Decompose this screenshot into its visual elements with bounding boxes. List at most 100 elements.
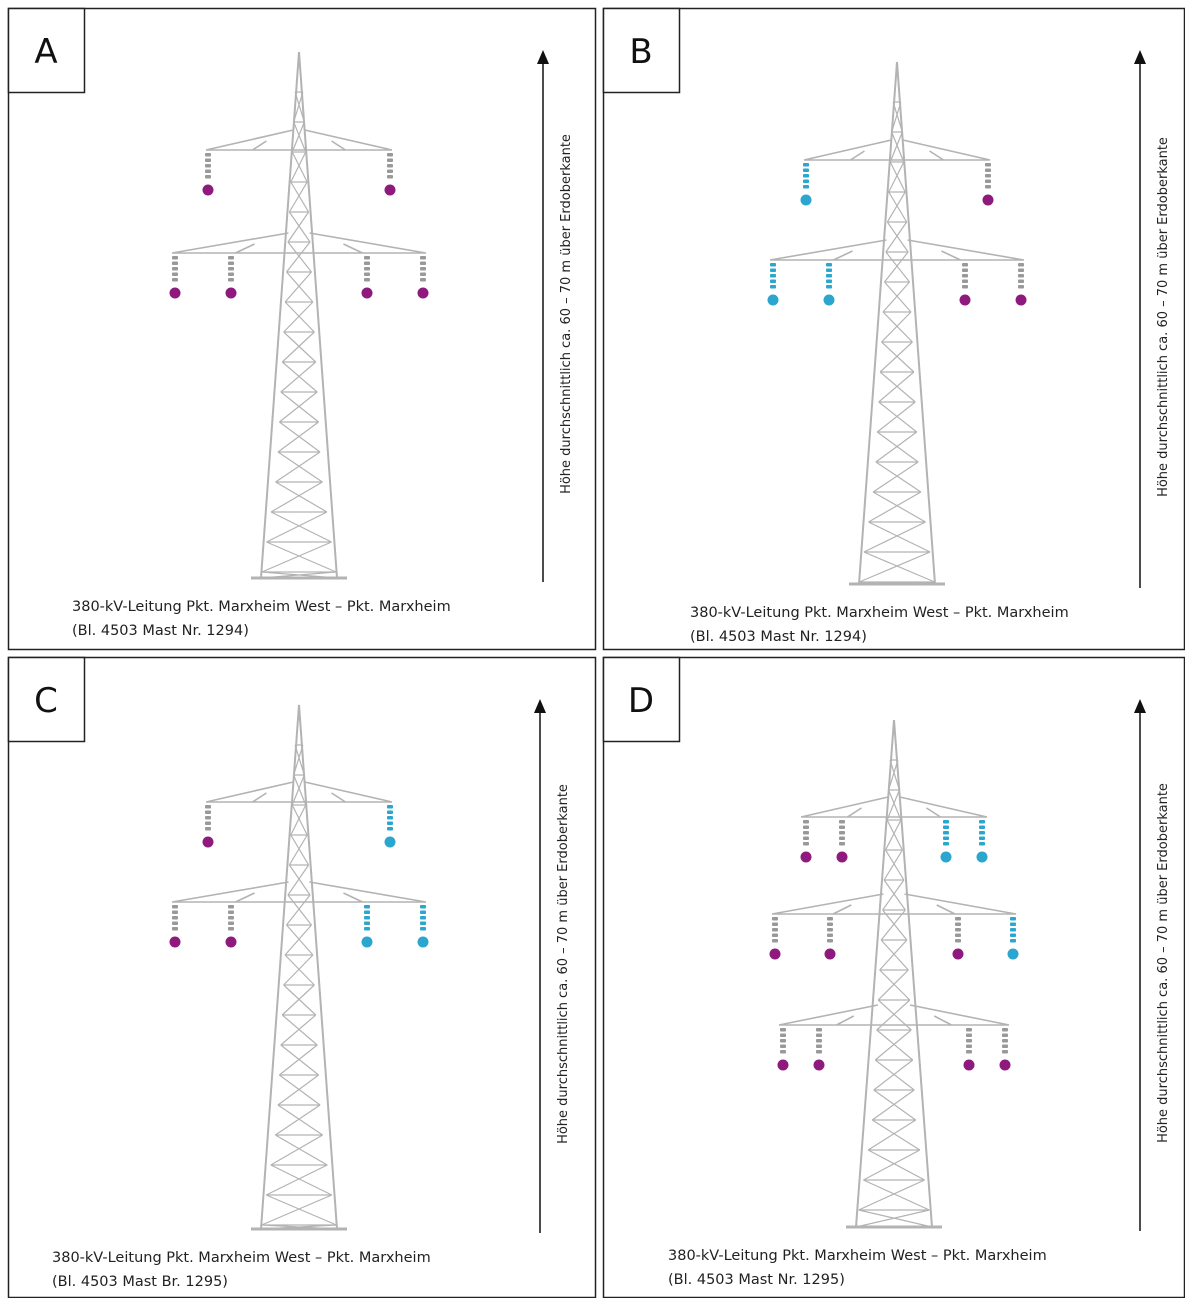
insulator bbox=[1010, 939, 1016, 943]
caption: (Bl. 4503 Mast Nr. 1294) bbox=[690, 629, 867, 645]
insulator bbox=[943, 825, 949, 829]
insulator bbox=[364, 256, 370, 260]
pylon bbox=[769, 61, 1025, 586]
insulator bbox=[172, 916, 178, 920]
pylon-brace bbox=[878, 371, 916, 403]
insulator bbox=[803, 820, 809, 824]
insulator bbox=[387, 153, 393, 157]
pylon-brace bbox=[290, 804, 308, 836]
insulator bbox=[985, 174, 991, 178]
panel: B Höhe durchschnittlich ca. 60 – 70 m übe… bbox=[602, 7, 1185, 651]
insulator bbox=[420, 278, 426, 282]
insulator bbox=[979, 842, 985, 846]
conductor bbox=[169, 287, 181, 299]
insulator bbox=[826, 263, 832, 267]
pylon-leg bbox=[858, 61, 936, 585]
pylon-brace bbox=[871, 1089, 917, 1121]
pylon-brace bbox=[891, 101, 903, 133]
pylon-brace bbox=[883, 849, 905, 881]
insulator bbox=[364, 927, 370, 931]
insulator bbox=[364, 278, 370, 282]
height-label: Höhe durchschnittlich ca. 60 – 70 m über… bbox=[1156, 137, 1171, 497]
pylon-brace bbox=[291, 121, 307, 153]
pylon-brace bbox=[863, 521, 931, 553]
height-label: Höhe durchschnittlich ca. 60 – 70 m über… bbox=[559, 134, 574, 494]
insulator bbox=[839, 831, 845, 835]
insulator bbox=[364, 272, 370, 276]
caption: (Bl. 4503 Mast Nr. 1295) bbox=[668, 1272, 845, 1288]
insulator bbox=[1010, 917, 1016, 921]
conductor bbox=[823, 294, 835, 306]
conductor bbox=[836, 851, 848, 863]
insulator bbox=[1018, 268, 1024, 272]
insulator bbox=[962, 263, 968, 267]
panel-label: D bbox=[628, 681, 654, 721]
insulator bbox=[827, 922, 833, 926]
insulator bbox=[826, 285, 832, 289]
insulator bbox=[364, 921, 370, 925]
caption: 380-kV-Leitung Pkt. Marxheim West – Pkt.… bbox=[690, 605, 1069, 621]
pylon-brace bbox=[270, 1134, 328, 1166]
pylon-brace bbox=[883, 251, 911, 283]
panel: C Höhe durchschnittlich ca. 60 – 70 m übe… bbox=[7, 656, 597, 1298]
panel: D Höhe durchschnittlich ca. 60 – 70 m übe… bbox=[602, 656, 1185, 1298]
insulator bbox=[205, 816, 211, 820]
insulator bbox=[816, 1044, 822, 1048]
insulator bbox=[770, 285, 776, 289]
cross-arm bbox=[171, 232, 427, 254]
conductor bbox=[202, 836, 214, 848]
pylon-brace bbox=[876, 401, 918, 433]
insulator bbox=[205, 810, 211, 814]
conductor bbox=[417, 287, 429, 299]
pylon-brace bbox=[265, 1164, 333, 1196]
insulator bbox=[839, 820, 845, 824]
insulator bbox=[420, 261, 426, 265]
insulator bbox=[420, 916, 426, 920]
pylon-brace bbox=[260, 1224, 338, 1230]
insulator bbox=[839, 825, 845, 829]
insulator bbox=[420, 267, 426, 271]
conductor bbox=[976, 851, 988, 863]
pylon-brace bbox=[279, 391, 319, 423]
panel: A Höhe durchschnittlich ca. 60 – 70 m übe… bbox=[7, 7, 597, 651]
pylon-brace bbox=[288, 834, 310, 866]
pylon-brace bbox=[873, 1059, 915, 1091]
insulator bbox=[979, 825, 985, 829]
conductor bbox=[999, 1059, 1011, 1071]
insulator bbox=[780, 1028, 786, 1032]
insulator bbox=[387, 810, 393, 814]
insulator bbox=[228, 921, 234, 925]
insulator bbox=[228, 927, 234, 931]
cross-arm bbox=[800, 796, 988, 818]
insulator bbox=[985, 163, 991, 167]
insulator bbox=[172, 272, 178, 276]
insulator bbox=[1010, 928, 1016, 932]
insulator bbox=[962, 279, 968, 283]
insulator bbox=[803, 831, 809, 835]
insulator bbox=[364, 916, 370, 920]
insulator bbox=[172, 927, 178, 931]
pylon-brace bbox=[882, 281, 912, 313]
insulator bbox=[943, 831, 949, 835]
insulator bbox=[387, 816, 393, 820]
pylon-brace bbox=[881, 311, 913, 343]
insulator bbox=[985, 168, 991, 172]
insulator bbox=[420, 272, 426, 276]
insulator bbox=[205, 164, 211, 168]
conductor bbox=[225, 287, 237, 299]
pylon-brace bbox=[889, 131, 905, 163]
insulator bbox=[985, 185, 991, 189]
arrow-head bbox=[534, 699, 546, 713]
conductor bbox=[800, 851, 812, 863]
insulator bbox=[387, 821, 393, 825]
insulator bbox=[780, 1050, 786, 1054]
insulator bbox=[803, 163, 809, 167]
panel-label: A bbox=[34, 32, 57, 72]
conductor bbox=[767, 294, 779, 306]
pylon-brace bbox=[277, 421, 321, 453]
panel-border bbox=[7, 7, 597, 651]
insulator bbox=[1002, 1033, 1008, 1037]
pylon-brace bbox=[868, 491, 926, 523]
insulator bbox=[770, 274, 776, 278]
conductor bbox=[417, 936, 429, 948]
